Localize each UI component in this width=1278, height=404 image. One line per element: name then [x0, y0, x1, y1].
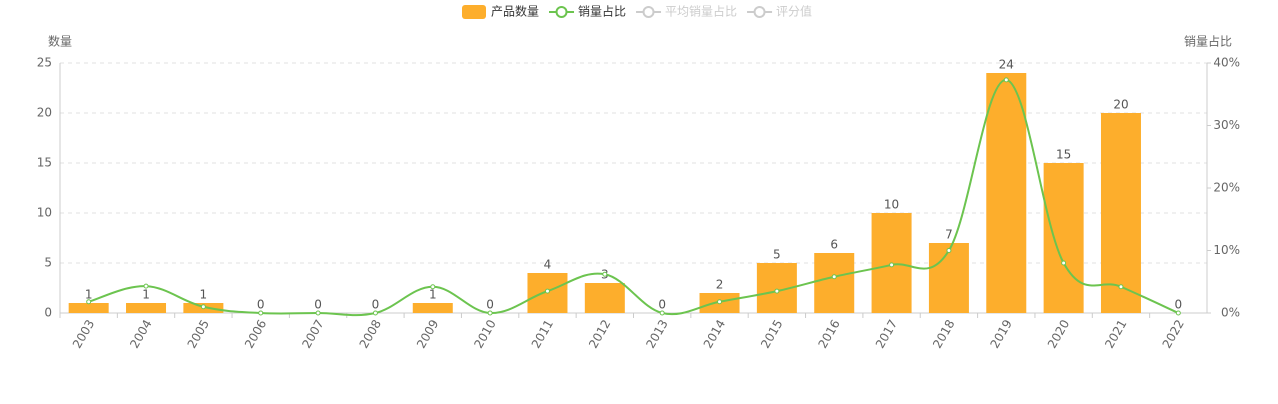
bar [412, 303, 453, 313]
line-point [315, 310, 321, 316]
x-tick-label: 2013 [643, 317, 670, 350]
legend-label[interactable]: 产品数量 [491, 4, 539, 19]
line-point [889, 262, 895, 268]
y-axis-label: 数量 [48, 34, 72, 49]
line-point [143, 283, 149, 289]
data-label: 6 [830, 238, 838, 252]
line-point [86, 299, 92, 305]
line-point [487, 310, 493, 316]
y-tick-label: 5 [44, 256, 52, 270]
line-point [659, 310, 665, 316]
bar [68, 303, 109, 313]
line-point [602, 271, 608, 277]
data-label: 0 [372, 298, 380, 312]
x-tick-label: 2014 [701, 317, 728, 350]
legend-label[interactable]: 评分值 [776, 4, 812, 19]
y-tick-label: 10 [37, 206, 52, 220]
data-label: 0 [486, 298, 494, 312]
data-label: 0 [257, 298, 265, 312]
x-tick-label: 2018 [930, 317, 957, 350]
x-tick-label: 2017 [873, 317, 900, 350]
line-point [1175, 310, 1181, 316]
line-point [831, 274, 837, 280]
data-label: 2 [716, 278, 724, 292]
legend-swatch[interactable] [462, 5, 486, 19]
line-point [946, 248, 952, 253]
y-tick-label: 15 [37, 156, 52, 170]
y2-tick-label: 40% [1213, 56, 1240, 70]
x-tick-label: 2016 [815, 317, 842, 350]
line-point [774, 288, 780, 294]
y2-tick-label: 20% [1213, 181, 1240, 195]
x-tick-label: 2009 [414, 317, 441, 350]
bar [1100, 113, 1141, 313]
line-point [430, 284, 436, 290]
x-tick-label: 2010 [471, 317, 498, 350]
x-tick-label: 2011 [529, 317, 556, 350]
legend-swatch[interactable] [555, 6, 568, 18]
y2-tick-label: 30% [1213, 118, 1240, 132]
line-point [1118, 284, 1124, 290]
data-label: 0 [658, 298, 666, 312]
x-tick-label: 2021 [1102, 317, 1129, 350]
line-point [1003, 77, 1009, 83]
line [88, 78, 1179, 317]
legend-swatch[interactable] [753, 6, 766, 18]
legend-label[interactable]: 销量占比 [578, 4, 626, 19]
data-label: 24 [999, 58, 1014, 72]
legend-label[interactable]: 平均销量占比 [665, 4, 737, 19]
x-tick-label: 2005 [185, 317, 212, 350]
y2-tick-label: 0% [1221, 306, 1240, 320]
data-label: 1 [429, 288, 437, 302]
bar [584, 283, 625, 313]
data-label: 4 [544, 258, 552, 272]
bar [986, 73, 1027, 313]
line-point [1061, 260, 1067, 266]
data-label: 1 [200, 288, 208, 302]
y2-axis-label: 销量占比 [1184, 34, 1232, 49]
data-label: 0 [1175, 298, 1183, 312]
data-label: 5 [773, 248, 781, 262]
data-label: 15 [1056, 148, 1071, 162]
y-tick-label: 25 [37, 56, 52, 70]
x-tick-label: 2020 [1045, 317, 1072, 350]
x-tick-label: 2007 [299, 317, 326, 350]
data-label: 0 [314, 298, 322, 312]
line-point [258, 310, 264, 316]
data-label: 20 [1113, 98, 1128, 112]
bar [814, 253, 855, 313]
line-point [717, 299, 723, 305]
line-point [372, 310, 378, 316]
y-tick-label: 20 [37, 106, 52, 120]
x-tick-label: 2019 [988, 317, 1015, 350]
x-tick-label: 2022 [1160, 317, 1187, 350]
data-label: 7 [945, 228, 953, 242]
x-tick-label: 2012 [586, 317, 613, 350]
bar [1043, 163, 1084, 313]
y-tick-label: 0 [44, 306, 52, 320]
line-point [544, 288, 550, 294]
legend-swatch[interactable] [642, 6, 655, 18]
data-label: 1 [85, 288, 93, 302]
data-label: 1 [142, 288, 150, 302]
line-point [200, 304, 206, 310]
x-tick-label: 2015 [758, 317, 785, 350]
bar [928, 243, 969, 313]
x-tick-label: 2006 [242, 317, 269, 350]
x-tick-label: 2003 [70, 317, 97, 350]
x-tick-label: 2004 [127, 317, 154, 350]
data-label: 10 [884, 198, 899, 212]
y2-tick-label: 10% [1213, 243, 1240, 257]
x-tick-label: 2008 [357, 317, 384, 350]
bar [126, 303, 167, 313]
